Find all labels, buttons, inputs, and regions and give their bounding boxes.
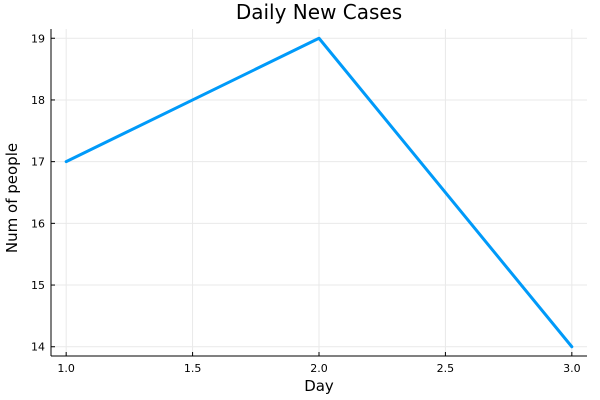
x-tick-label: 2.5 (437, 362, 455, 375)
tick-labels: 1.0 1.5 2.0 2.5 3.0 14 15 16 17 18 19 (31, 32, 581, 375)
chart-title: Daily New Cases (236, 0, 402, 24)
y-tick-label: 17 (31, 156, 45, 169)
y-axis-label: Num of people (3, 143, 21, 253)
y-tick-label: 19 (31, 32, 45, 45)
series-line (64, 36, 574, 349)
y-tick-label: 15 (31, 279, 45, 292)
x-tick-label: 2.0 (310, 362, 328, 375)
y-tick-label: 16 (31, 217, 45, 230)
x-tick-label: 1.5 (184, 362, 202, 375)
x-tick-label: 1.0 (57, 362, 75, 375)
y-tick-label: 14 (31, 341, 45, 354)
x-axis-label: Day (304, 377, 334, 395)
y-tick-label: 18 (31, 94, 45, 107)
series-lines (64, 36, 574, 349)
axes (50, 29, 587, 357)
grid-lines (51, 29, 587, 356)
x-tick-label: 3.0 (563, 362, 581, 375)
